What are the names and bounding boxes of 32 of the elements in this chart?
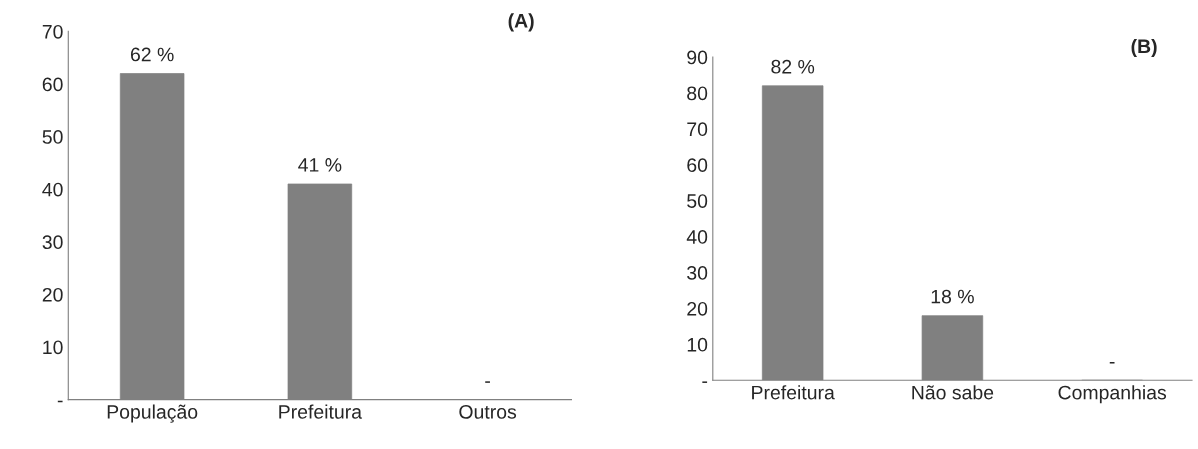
y-tick-label: 10 xyxy=(687,337,708,352)
y-tick-label: 60 xyxy=(42,77,63,92)
y-tick-label: 20 xyxy=(687,301,708,316)
y-tick-label: 70 xyxy=(687,122,708,137)
y-tick-label: 70 xyxy=(42,24,63,39)
y-tick-label: 60 xyxy=(687,158,708,173)
data-label: - xyxy=(1109,362,1115,364)
y-tick-label: 50 xyxy=(42,130,63,144)
y-tick-label: 50 xyxy=(687,194,708,208)
data-label: 41 % xyxy=(298,158,342,172)
data-label: 18 % xyxy=(931,289,974,304)
x-tick-label: Não sabe xyxy=(912,385,994,400)
chart-title: (B) xyxy=(1131,38,1157,58)
y-tick-label: - xyxy=(57,400,63,403)
x-tick-label: Outros xyxy=(459,404,517,419)
y-tick-label: 80 xyxy=(687,86,708,101)
x-tick-label: Prefeitura xyxy=(752,385,835,400)
y-tick-label: 30 xyxy=(42,235,63,250)
data-label: 62 % xyxy=(130,47,174,62)
y-tick-label: 30 xyxy=(687,266,708,280)
y-tick-label: 40 xyxy=(686,230,708,244)
chart-title: (A) xyxy=(508,13,534,32)
y-tick-label: 90 xyxy=(687,50,708,65)
data-label: 82 % xyxy=(771,59,815,74)
y-tick-label: 10 xyxy=(43,340,63,355)
x-tick-label: População xyxy=(107,404,198,423)
y-tick-label: 20 xyxy=(42,287,63,302)
x-tick-label: Companhias xyxy=(1058,385,1167,404)
x-tick-label: Prefeitura xyxy=(279,404,363,419)
y-tick-label: 40 xyxy=(42,182,63,197)
data-label: - xyxy=(485,381,490,383)
y-tick-label: - xyxy=(702,381,708,383)
